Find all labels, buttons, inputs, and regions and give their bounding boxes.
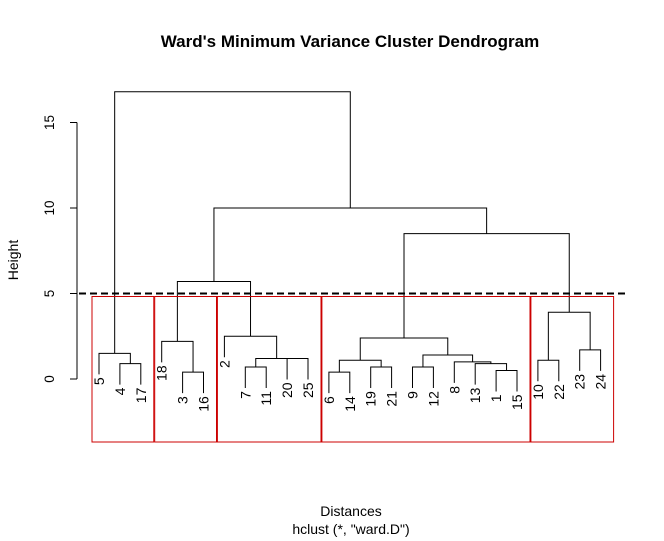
- leaf-label-15: 15: [509, 394, 525, 410]
- leaf-label-24: 24: [593, 374, 609, 390]
- cluster-boxes: [91, 296, 615, 443]
- cluster-box-2: [154, 296, 217, 443]
- merge-m12: [495, 369, 518, 392]
- leaf-label-5: 5: [91, 377, 107, 385]
- merge-m4: [244, 366, 267, 389]
- merge-m19: [547, 311, 591, 361]
- leaf-label-21: 21: [384, 391, 400, 407]
- leaf-label-10: 10: [530, 384, 546, 400]
- leaf-label-2: 2: [216, 360, 232, 368]
- merge-m13: [474, 363, 508, 385]
- cluster-box-4: [321, 296, 531, 443]
- merge-m21: [176, 281, 252, 342]
- merge-m15: [422, 354, 474, 368]
- merge-m17: [537, 359, 560, 382]
- y-tick-label: 15: [42, 115, 57, 130]
- cluster-box-3: [216, 296, 322, 443]
- merge-m5: [286, 357, 309, 380]
- leaf-label-23: 23: [572, 374, 588, 390]
- y-tick-label: 0: [42, 375, 57, 383]
- merge-m11: [412, 366, 434, 389]
- leaf-label-18: 18: [154, 365, 170, 381]
- leaf-label-11: 11: [258, 391, 274, 406]
- leaf-label-17: 17: [133, 387, 149, 403]
- merge-m7: [223, 335, 278, 359]
- leaf-label-12: 12: [425, 391, 441, 407]
- y-tick-label: 10: [42, 200, 57, 215]
- leaf-label-4: 4: [112, 387, 128, 395]
- leaf-label-9: 9: [405, 391, 421, 399]
- merge-m6: [255, 357, 298, 368]
- merge-m20: [403, 233, 570, 338]
- merge-m18: [579, 349, 602, 371]
- x-axis-label: Distances: [320, 503, 381, 519]
- leaf-label-13: 13: [467, 387, 483, 403]
- merge-m14: [453, 361, 492, 383]
- merge-m9: [370, 366, 393, 389]
- leaf-label-19: 19: [363, 391, 379, 407]
- y-tick-label: 5: [42, 290, 57, 298]
- leaf-label-25: 25: [300, 382, 316, 398]
- leaf-label-14: 14: [342, 396, 358, 412]
- merge-m8: [328, 371, 351, 394]
- leaf-label-6: 6: [321, 396, 337, 404]
- merge-m16: [359, 337, 449, 361]
- merge-m2: [182, 371, 204, 394]
- leaf-label-3: 3: [175, 396, 191, 404]
- cluster-box-5: [530, 296, 615, 443]
- leaf-label-20: 20: [279, 382, 295, 398]
- merge-m23: [114, 91, 351, 354]
- leaf-labels: 54 17 18 3 16 2 7 11 20 25 6 14 19 21 9 12 8 13 1 15 10 22 23 2…: [91, 360, 609, 412]
- dendrogram-tree: [98, 91, 602, 394]
- y-axis: 0 5 10 15: [42, 115, 78, 383]
- x-axis-subtitle: hclust (*, "ward.D"): [292, 521, 409, 537]
- chart-title: Ward's Minimum Variance Cluster Dendrogr…: [161, 32, 539, 51]
- leaf-label-22: 22: [551, 384, 567, 400]
- merge-m0: [119, 363, 142, 385]
- leaf-label-7: 7: [237, 391, 253, 399]
- leaf-label-1: 1: [488, 394, 504, 402]
- merge-m10: [338, 359, 382, 373]
- y-axis-label: Height: [5, 240, 21, 281]
- leaf-label-8: 8: [446, 386, 462, 394]
- leaf-label-16: 16: [196, 396, 212, 412]
- cluster-box-1: [91, 296, 155, 443]
- merge-m22: [213, 207, 488, 282]
